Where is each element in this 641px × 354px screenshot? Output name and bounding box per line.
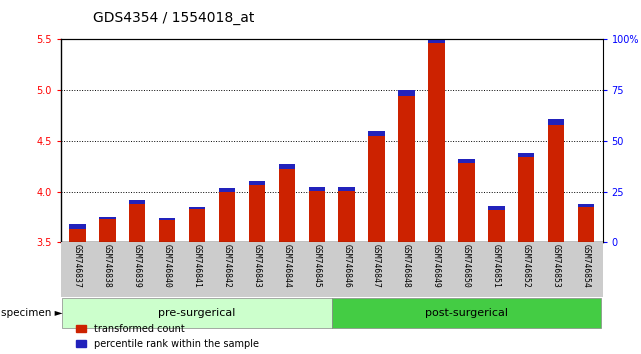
Text: GSM746839: GSM746839 (133, 244, 142, 287)
Text: GSM746837: GSM746837 (73, 244, 82, 287)
Bar (398, 90, 415, 96)
Text: GSM746851: GSM746851 (492, 244, 501, 287)
Bar (488, 210, 504, 242)
Text: GSM746847: GSM746847 (372, 244, 381, 287)
Bar (69, 224, 86, 229)
Text: specimen ►: specimen ► (1, 308, 63, 318)
Bar (99, 219, 115, 242)
Bar (159, 218, 176, 220)
Bar (548, 119, 564, 125)
Text: GSM746853: GSM746853 (552, 244, 561, 287)
Bar (578, 207, 594, 242)
Text: GSM746848: GSM746848 (402, 244, 411, 287)
Text: post-surgerical: post-surgerical (425, 308, 508, 318)
Text: GSM746844: GSM746844 (282, 244, 291, 287)
Bar (69, 229, 86, 242)
Text: GSM746840: GSM746840 (163, 244, 172, 287)
Bar (129, 200, 146, 204)
Text: GSM746845: GSM746845 (312, 244, 321, 287)
Bar (249, 185, 265, 242)
Bar (332, 298, 601, 328)
Text: GSM746850: GSM746850 (462, 244, 471, 287)
Bar (518, 153, 535, 157)
Bar (62, 298, 332, 328)
Text: GSM746842: GSM746842 (222, 244, 231, 287)
Bar (578, 204, 594, 207)
Bar (99, 217, 115, 219)
Text: GSM746841: GSM746841 (192, 244, 201, 287)
Bar (428, 43, 445, 242)
Bar (189, 207, 205, 209)
Bar (338, 187, 355, 190)
Bar (458, 159, 474, 163)
Text: GSM746852: GSM746852 (522, 244, 531, 287)
Bar (548, 125, 564, 242)
Bar (249, 182, 265, 185)
Bar (308, 190, 325, 242)
Bar (279, 169, 295, 242)
Text: GSM746846: GSM746846 (342, 244, 351, 287)
Text: GSM746854: GSM746854 (581, 244, 590, 287)
Bar (279, 164, 295, 169)
Text: GSM746843: GSM746843 (253, 244, 262, 287)
Bar (189, 209, 205, 242)
Text: GSM746838: GSM746838 (103, 244, 112, 287)
Bar (518, 157, 535, 242)
Text: GSM746849: GSM746849 (432, 244, 441, 287)
Bar (369, 136, 385, 242)
Bar (219, 192, 235, 242)
Bar (428, 36, 445, 43)
Bar (219, 188, 235, 192)
Bar (129, 204, 146, 242)
Text: pre-surgerical: pre-surgerical (158, 308, 236, 318)
Bar (338, 190, 355, 242)
Text: GDS4354 / 1554018_at: GDS4354 / 1554018_at (93, 11, 254, 25)
Legend: transformed count, percentile rank within the sample: transformed count, percentile rank withi… (72, 320, 262, 353)
Bar (398, 96, 415, 242)
Bar (369, 131, 385, 136)
Bar (488, 206, 504, 210)
Bar (159, 220, 176, 242)
Bar (458, 163, 474, 242)
Bar (308, 187, 325, 190)
